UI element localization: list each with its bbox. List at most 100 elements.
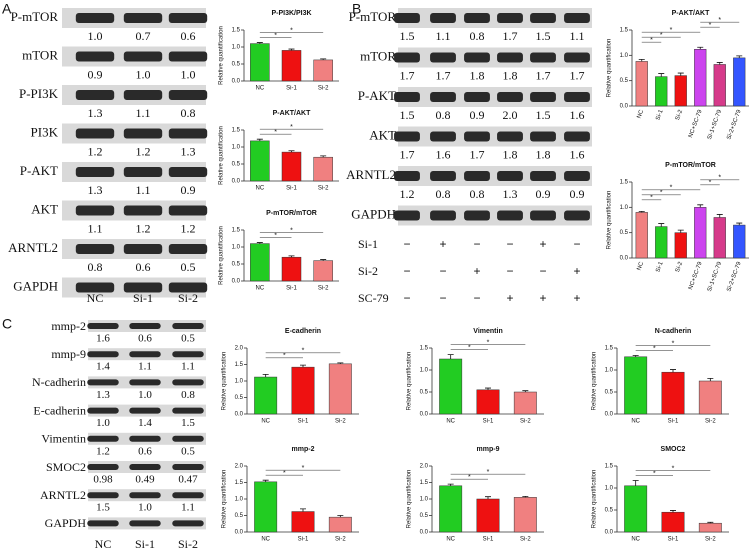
blot-value: 0.98 (93, 474, 113, 486)
x-tick-label: Si-1 (298, 419, 309, 425)
y-tick-label: 1.5 (235, 480, 244, 486)
bar (698, 380, 722, 415)
bar (313, 156, 333, 182)
error-bar (262, 479, 269, 482)
blot-band (530, 52, 556, 63)
error-bar (337, 515, 344, 518)
y-tick-label: 0.0 (605, 530, 614, 536)
y-tick-label: 0.0 (235, 530, 244, 536)
significance-mark: * (672, 465, 675, 472)
blot-value: 1.4 (138, 417, 152, 429)
blot-band (75, 128, 115, 139)
error-bar (670, 369, 676, 373)
blot-row-label: GAPDH (45, 516, 87, 530)
bar (624, 485, 648, 533)
blot-value: 1.6 (436, 147, 451, 161)
y-tick-label: 0.5 (620, 78, 629, 84)
significance-mark: * (274, 129, 277, 136)
blot-value: 1.3 (181, 144, 196, 158)
y-tick-label: 1.0 (620, 205, 629, 211)
x-tick-label: Si-1 (655, 109, 665, 122)
significance-mark: * (718, 17, 721, 24)
bar (698, 522, 722, 533)
x-tick-label: Si-2 (318, 186, 329, 192)
treatment-sign: − (403, 264, 410, 278)
significance-mark: * (653, 470, 656, 477)
bar (254, 481, 278, 533)
blot-band (87, 435, 119, 442)
error-bar (697, 46, 704, 50)
blot-value: 0.6 (136, 260, 151, 274)
blot-value: 1.1 (436, 29, 451, 43)
bar (655, 76, 668, 107)
y-axis-label: Relative quantification (219, 26, 225, 85)
blot-value: 0.9 (470, 108, 485, 122)
blot-strip (398, 47, 592, 68)
error-bar (262, 374, 269, 378)
y-tick-label: 2.0 (235, 464, 244, 470)
significance-mark: * (718, 175, 721, 182)
error-bar (677, 72, 684, 76)
bar (733, 57, 746, 107)
blot-row-label: P-PI3K (19, 86, 59, 101)
y-tick-label: 0.0 (605, 412, 614, 418)
blot-value: 1.0 (96, 417, 110, 429)
y-tick-label: 0.5 (235, 513, 244, 519)
significance-mark: * (302, 348, 305, 355)
panel-letter: B (352, 1, 361, 17)
blot-band (530, 92, 556, 102)
blot-band (123, 90, 163, 100)
x-tick-label: Si-1 (668, 537, 679, 543)
blot-strip (398, 87, 592, 107)
y-tick-label: 0.5 (605, 508, 614, 514)
blot-band (123, 167, 163, 177)
bar (674, 75, 687, 107)
blot-value: 1.0 (181, 67, 196, 81)
chart-title: P-mTOR/mTOR (665, 162, 716, 169)
y-tick-label: 1.5 (420, 346, 429, 352)
blot-value: 1.3 (96, 389, 110, 401)
x-tick-label: NC+SC-79 (688, 261, 704, 291)
error-bar (256, 42, 263, 44)
treatment-label: Si-1 (358, 237, 378, 251)
blot-band (430, 13, 456, 23)
bar (281, 50, 302, 82)
error-bar (716, 62, 723, 65)
blot-strip (398, 8, 592, 28)
blot-band (168, 205, 208, 216)
y-tick-label: 1.0 (235, 497, 244, 503)
y-tick-label: 0.0 (235, 412, 244, 418)
blot-value: 1.3 (88, 106, 103, 120)
y-tick-label: 0.5 (420, 390, 429, 396)
treatment-sign: − (473, 291, 480, 305)
blot-column-label: NC (87, 291, 104, 305)
y-tick-label: 0.5 (232, 262, 241, 268)
blot-band (564, 210, 590, 221)
bar (635, 212, 648, 259)
blot-value: 1.5 (400, 29, 415, 43)
blot-value: 1.2 (136, 144, 151, 158)
error-bar (320, 155, 327, 158)
bar (291, 366, 315, 415)
blot-value: 1.0 (138, 502, 152, 514)
blot-band (464, 131, 490, 142)
blot-band (497, 92, 523, 102)
error-bar (288, 48, 295, 51)
blot-band (564, 171, 590, 181)
significance-mark: * (650, 37, 653, 44)
blot-row-label: mTOR (22, 47, 58, 62)
blot-column-label: Si-1 (135, 537, 155, 550)
x-tick-label: NC (255, 86, 264, 92)
x-tick-label: Si-2 (335, 419, 346, 425)
bar (476, 389, 500, 415)
blot-band (75, 244, 115, 254)
bar (694, 207, 707, 259)
blot-value: 1.0 (138, 389, 152, 401)
blot-band (172, 435, 204, 442)
error-bar (658, 223, 665, 227)
blot-band (430, 92, 456, 102)
x-tick-label: Si-1 (286, 86, 297, 92)
significance-mark: * (290, 124, 293, 131)
blot-value: 1.8 (503, 147, 518, 161)
bar (250, 43, 270, 82)
